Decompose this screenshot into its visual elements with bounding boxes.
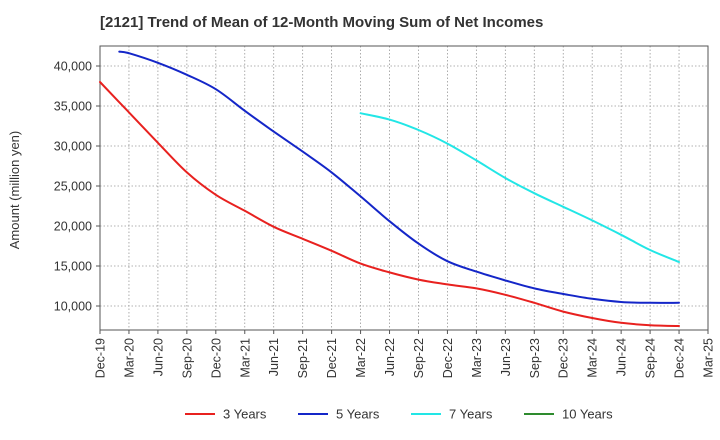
x-tick-label: Mar-25 — [702, 338, 716, 378]
x-tick-label: Jun-21 — [267, 338, 281, 376]
x-tick-label: Sep-20 — [180, 338, 194, 378]
y-tick-label: 40,000 — [54, 60, 92, 74]
y-tick-label: 15,000 — [54, 260, 92, 274]
x-tick-label: Dec-20 — [209, 338, 223, 378]
y-tick-label: 10,000 — [54, 300, 92, 314]
y-axis-ticks: 10,000 15,000 20,000 25,000 30,000 35,000 40,0… — [54, 60, 100, 314]
legend-label-10-years: 10 Years — [562, 407, 613, 422]
y-axis-label: Amount (million yen) — [7, 131, 22, 250]
x-tick-label: Jun-22 — [383, 338, 397, 376]
x-tick-label: Dec-23 — [557, 338, 571, 378]
x-tick-label: Sep-24 — [644, 338, 658, 378]
grid-lines — [99, 46, 709, 330]
chart-title: [2121] Trend of Mean of 12-Month Moving … — [100, 14, 544, 31]
legend-label-5-years: 5 Years — [336, 407, 380, 422]
x-tick-label: Mar-24 — [586, 338, 600, 378]
x-tick-label: Mar-23 — [470, 338, 484, 378]
y-tick-label: 30,000 — [54, 140, 92, 154]
series-lines — [99, 50, 680, 327]
x-tick-label: Dec-21 — [325, 338, 339, 378]
legend-label-7-years: 7 Years — [449, 407, 493, 422]
legend: 3 Years 5 Years 7 Years 10 Years — [185, 407, 613, 422]
x-tick-label: Jun-24 — [615, 338, 629, 376]
x-tick-label: Sep-21 — [296, 338, 310, 378]
y-tick-label: 35,000 — [54, 100, 92, 114]
y-tick-label: 25,000 — [54, 180, 92, 194]
plot-area — [99, 45, 709, 331]
x-tick-label: Dec-24 — [673, 338, 687, 378]
series-line-7-years — [359, 112, 680, 263]
x-tick-label: Mar-21 — [238, 338, 252, 378]
x-tick-label: Dec-22 — [441, 338, 455, 378]
series-line-5-years — [118, 50, 680, 304]
x-tick-label: Jun-20 — [151, 338, 165, 376]
x-tick-label: Sep-22 — [412, 338, 426, 378]
series-line-3-years — [99, 81, 680, 327]
legend-label-3-years: 3 Years — [223, 407, 267, 422]
y-tick-label: 20,000 — [54, 220, 92, 234]
x-axis-ticks: Dec-19 Mar-20 Jun-20 Sep-20 Dec-20 Mar-21 Jun-… — [94, 330, 716, 378]
x-tick-label: Dec-19 — [94, 338, 108, 378]
x-tick-label: Jun-23 — [499, 338, 513, 376]
x-tick-label: Sep-23 — [528, 338, 542, 378]
x-tick-label: Mar-20 — [122, 338, 136, 378]
x-tick-label: Mar-22 — [354, 338, 368, 378]
